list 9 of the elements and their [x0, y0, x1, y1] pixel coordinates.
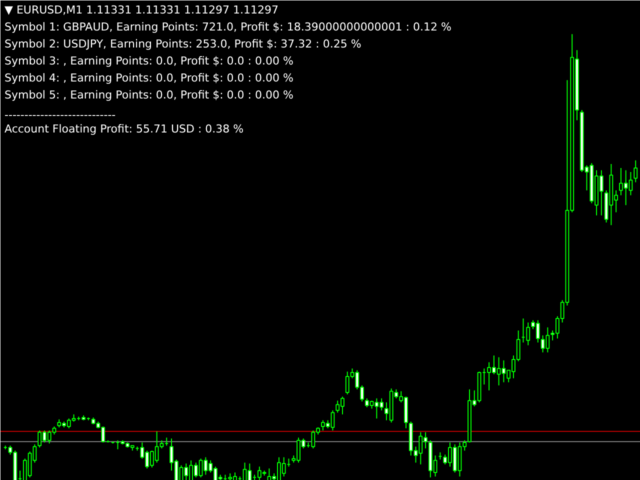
annotation: ----------------------------: [4, 108, 116, 122]
annotation: Symbol 3: , Earning Points: 0.0, Profit $: 0.0 : 0.00 %: [4, 54, 294, 68]
chart-title: ▼ EURUSD,M1 1.11331 1.11331 1.11297 1.11297: [4, 4, 279, 16]
annotation: Symbol 5: , Earning Points: 0.0, Profit $: 0.0 : 0.00 %: [4, 88, 294, 102]
annotation: Symbol 2: USDJPY, Earning Points: 253.0, Profit $: 37.32 : 0.25 %: [4, 38, 362, 50]
annotation: Account Floating Profit: 55.71 USD : 0.38 %: [4, 122, 244, 136]
text: Symbol 1: GBPAUD, Earning Points: 721.0, Profit $: 18.39000000000001 : 0.12 %: [4, 20, 452, 34]
annotation: Symbol 4: , Earning Points: 0.0, Profit $: 0.0 : 0.00 %: [4, 72, 294, 84]
candlestick: [526, 322, 530, 346]
